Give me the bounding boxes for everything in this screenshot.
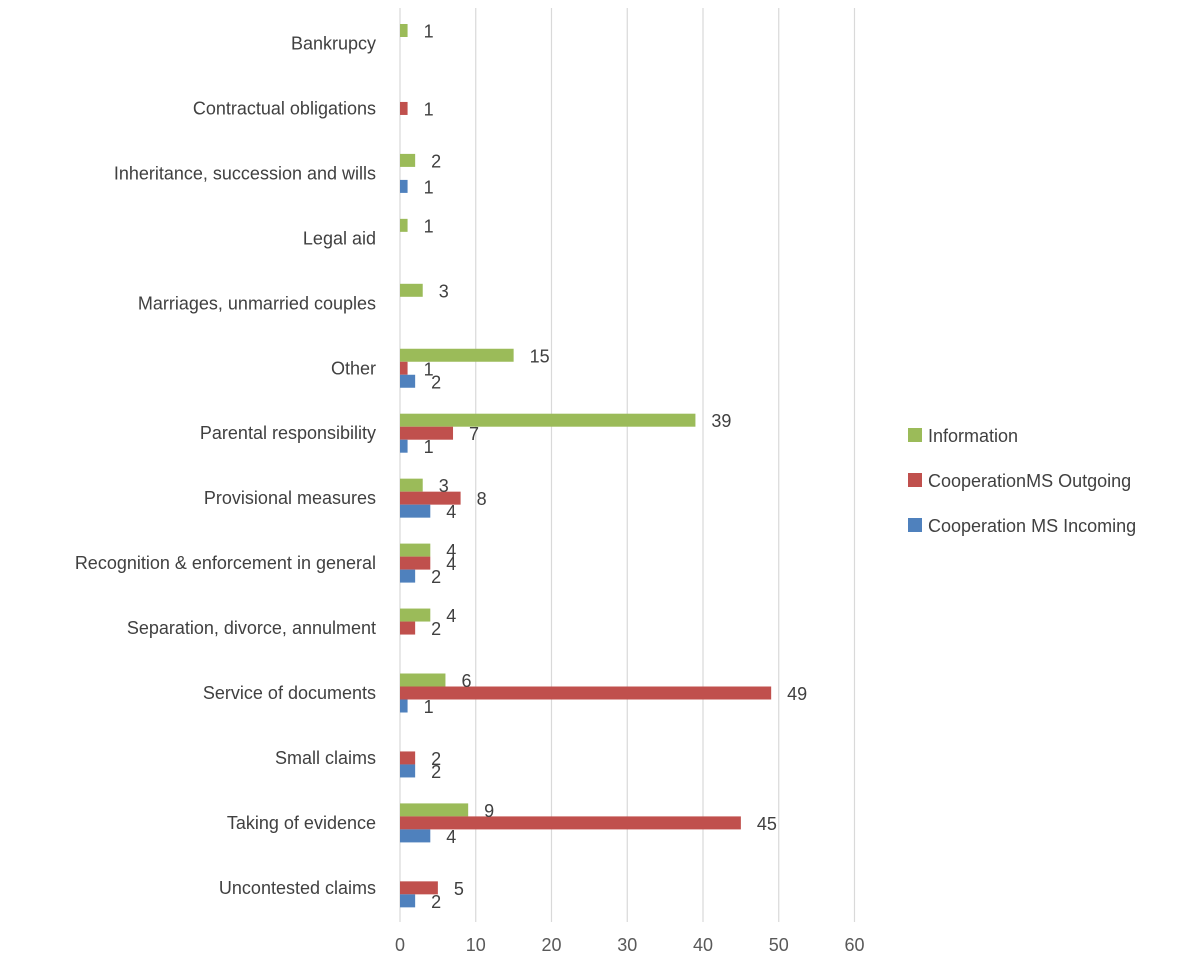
bar-information — [400, 478, 423, 492]
bar-cooperation-ms-incoming — [400, 439, 408, 453]
bar-information — [400, 803, 469, 817]
legend-swatch — [908, 473, 922, 487]
bar-cooperation-ms-incoming — [400, 699, 408, 713]
category-label: Taking of evidence — [227, 813, 376, 833]
bar-information — [400, 218, 408, 232]
category-label: Other — [331, 358, 376, 378]
bar-cooperationms-outgoing — [400, 881, 438, 895]
category-label: Inheritance, succession and wills — [114, 163, 376, 183]
bar-cooperationms-outgoing — [400, 426, 454, 440]
category-labels: Bankrupcy Contractual obligations Inherita… — [75, 34, 376, 898]
data-label: 4 — [446, 502, 456, 522]
data-label: 5 — [454, 879, 464, 899]
bar-cooperationms-outgoing — [400, 101, 408, 115]
bar-cooperationms-outgoing — [400, 621, 416, 635]
bar-cooperation-ms-incoming — [400, 504, 431, 518]
data-label: 1 — [424, 177, 434, 197]
data-label: 8 — [477, 489, 487, 509]
data-label: 1 — [424, 697, 434, 717]
legend-label: Information — [928, 426, 1018, 446]
bar-information — [400, 413, 696, 427]
category-label: Marriages, unmarried couples — [138, 293, 376, 313]
bar-information — [400, 543, 431, 557]
category-label: Contractual obligations — [193, 98, 376, 118]
bar-information — [400, 24, 408, 37]
legend-label: Cooperation MS Incoming — [928, 516, 1136, 536]
bar-cooperation-ms-incoming — [400, 179, 408, 193]
bar-cooperationms-outgoing — [400, 491, 461, 505]
x-tick-label-30: 30 — [617, 935, 637, 955]
data-label: 2 — [431, 151, 441, 171]
bar-information — [400, 673, 446, 687]
x-tick-label-50: 50 — [769, 935, 789, 955]
bar-cooperationms-outgoing — [400, 556, 431, 570]
data-label: 7 — [469, 424, 479, 444]
category-label: Legal aid — [303, 228, 376, 248]
x-tick-label-60: 60 — [844, 935, 864, 955]
data-label: 1 — [424, 99, 434, 119]
gridlines — [399, 8, 856, 922]
x-tick-label-20: 20 — [541, 935, 561, 955]
data-label: 1 — [424, 216, 434, 236]
bar-cooperationms-outgoing — [400, 361, 408, 375]
data-label: 1 — [424, 22, 434, 42]
x-tick-label-0: 0 — [395, 935, 405, 955]
category-label: Separation, divorce, annulment — [127, 618, 376, 638]
x-tick-labels: 0 10 20 30 40 50 60 — [395, 935, 865, 955]
bar-cooperation-ms-incoming — [400, 374, 416, 388]
category-label: Service of documents — [203, 683, 376, 703]
legend-swatch — [908, 428, 922, 442]
category-label: Recognition & enforcement in general — [75, 553, 376, 573]
category-label: Small claims — [275, 748, 376, 768]
bar-cooperation-ms-incoming — [400, 894, 416, 908]
data-label: 3 — [439, 476, 449, 496]
data-label: 2 — [431, 749, 441, 769]
bar-cooperationms-outgoing — [400, 686, 772, 700]
bar-information — [400, 608, 431, 622]
data-label: 2 — [431, 892, 441, 912]
data-label: 2 — [431, 762, 441, 782]
bar-information — [400, 348, 514, 362]
data-label: 1 — [424, 359, 434, 379]
data-label: 39 — [711, 411, 731, 431]
bar-cooperationms-outgoing — [400, 751, 416, 765]
data-label: 6 — [461, 671, 471, 691]
category-label: Bankrupcy — [291, 34, 376, 54]
bar-cooperationms-outgoing — [400, 816, 741, 830]
category-label: Uncontested claims — [219, 878, 376, 898]
data-label: 4 — [446, 554, 456, 574]
data-label: 2 — [431, 619, 441, 639]
bars — [400, 24, 772, 908]
legend: Information CooperationMS Outgoing Coopera… — [908, 426, 1136, 536]
data-label: 15 — [530, 346, 550, 366]
data-label: 1 — [424, 437, 434, 457]
x-tick-label-10: 10 — [466, 935, 486, 955]
data-label: 4 — [446, 827, 456, 847]
category-label: Parental responsibility — [200, 423, 376, 443]
bar-cooperation-ms-incoming — [400, 569, 416, 583]
legend-label: CooperationMS Outgoing — [928, 471, 1131, 491]
legend-swatch — [908, 518, 922, 532]
data-label: 2 — [431, 567, 441, 587]
data-label: 4 — [446, 606, 456, 626]
data-label: 2 — [431, 372, 441, 392]
data-label: 4 — [446, 541, 456, 561]
data-label: 45 — [757, 814, 777, 834]
data-label: 3 — [439, 281, 449, 301]
bar-cooperation-ms-incoming — [400, 829, 431, 843]
category-label: Provisional measures — [204, 488, 376, 508]
bar-cooperation-ms-incoming — [400, 764, 416, 778]
data-label: 9 — [484, 801, 494, 821]
bar-information — [400, 283, 423, 297]
x-tick-label-40: 40 — [693, 935, 713, 955]
bar-information — [400, 153, 416, 167]
data-label: 49 — [787, 684, 807, 704]
